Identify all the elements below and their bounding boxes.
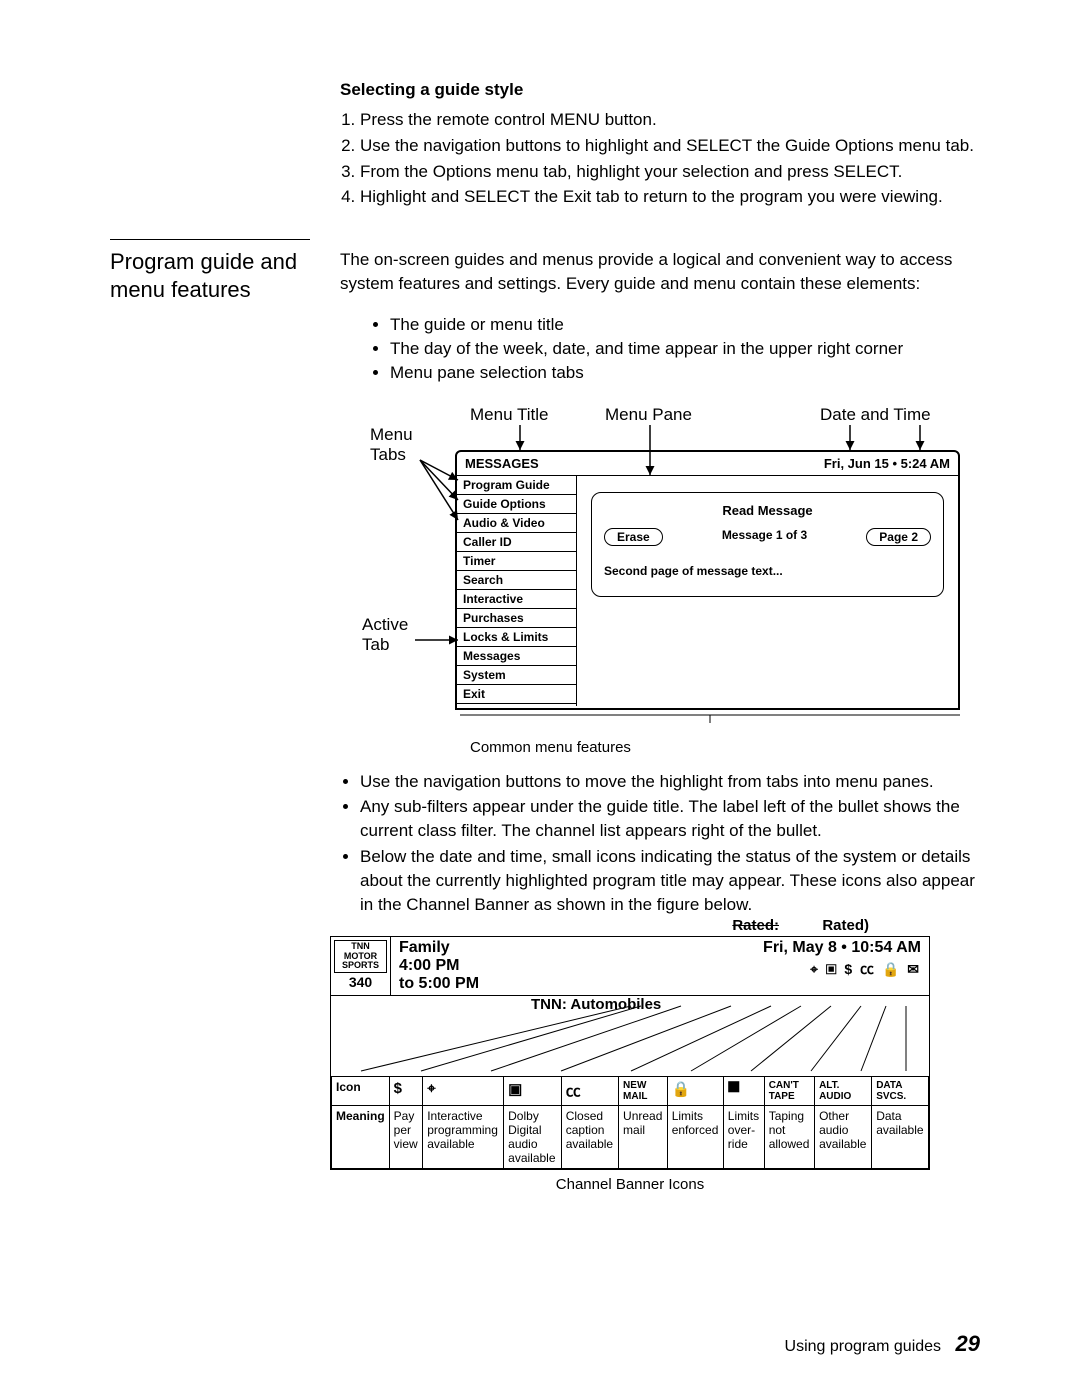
step-1: Press the remote control MENU button. [360,108,990,132]
menu-tabs-list: Program Guide Guide Options Audio & Vide… [457,476,577,706]
icon-2: ▣ [504,1077,562,1106]
b2-2: Below the date and time, small icons ind… [360,845,990,916]
banner-caption: Channel Banner Icons [330,1176,930,1193]
banner-status-icons: ⌖ ▣ $ ㏄ 🔒 ✉ [763,959,921,979]
msg-count: Message 1 of 3 [722,528,807,546]
mean-1: Interactive programming available [423,1106,504,1169]
banner-category: Family [399,939,747,957]
mean-0: Pay per view [389,1106,423,1169]
icon-0: $ [389,1077,423,1106]
tab-1: Guide Options [457,495,576,514]
diagram-caption: Common menu features [470,739,990,756]
section2-bullets: The guide or menu title The day of the w… [370,313,990,384]
tab-3: Caller ID [457,533,576,552]
bullet-0: The guide or menu title [390,313,990,337]
label-menu-pane: Menu Pane [605,405,692,425]
section2-intro: The on-screen guides and menus provide a… [340,248,990,303]
mean-2: Dolby Digital audio available [504,1106,562,1169]
icon-table: Icon $ ⌖ ▣ ㏄ NEW MAIL 🔒 ⯀ CAN'T TAPE ALT… [331,1076,929,1169]
b2-1: Any sub-filters appear under the guide t… [360,795,990,843]
tab-11: Exit [457,685,576,704]
footer-text: Using program guides [785,1338,942,1355]
banner-date: Fri, May 8 • 10:54 AM [763,939,921,957]
tab-10: System [457,666,576,685]
tab-6: Interactive [457,590,576,609]
icon-8: ALT. AUDIO [815,1077,872,1106]
label-menu-title: Menu Title [470,405,548,425]
icon-7: CAN'T TAPE [764,1077,814,1106]
label-active-tab: Active Tab [362,615,408,655]
tab-0: Program Guide [457,476,576,495]
rated-strike: Rated: [732,917,779,934]
tab-7: Purchases [457,609,576,628]
section1-title: Selecting a guide style [340,80,990,100]
icon-5: 🔒 [667,1077,723,1106]
page-number: 29 [956,1331,980,1356]
row-meaning-label: Meaning [332,1106,390,1169]
mean-8: Other audio available [815,1106,872,1169]
banner-time1: 4:00 PM [399,957,747,975]
bullets2: Use the navigation buttons to move the h… [340,770,990,917]
icon-3: ㏄ [561,1077,618,1106]
menu-header-right: Fri, Jun 15 • 5:24 AM [824,456,950,471]
section2-heading: Program guide and menu features [110,248,310,303]
bullet-2: Menu pane selection tabs [390,361,990,385]
icon-6: ⯀ [723,1077,764,1106]
mean-6: Limits over-ride [723,1106,764,1169]
menu-diagram: Menu Title Menu Pane Date and Time Menu … [350,405,970,735]
menu-header-left: MESSAGES [465,456,539,471]
tab-9: Messages [457,647,576,666]
pane-body: Second page of message text... [604,564,931,578]
page-button: Page 2 [866,528,931,546]
bullet-1: The day of the week, date, and time appe… [390,337,990,361]
rated-label: Rated) [822,917,869,934]
channel-banner-figure: TNN MOTOR SPORTS 340 Family 4:00 PM to 5… [330,936,930,1193]
row-icon-label: Icon [332,1077,390,1106]
pane-box: Read Message Erase Message 1 of 3 Page 2… [591,492,944,597]
step-3: From the Options menu tab, highlight you… [360,160,990,184]
mean-4: Unread mail [619,1106,668,1169]
step-4: Highlight and SELECT the Exit tab to ret… [360,185,990,209]
icon-9: DATA SVCS. [872,1077,929,1106]
steps-list: Press the remote control MENU button. Us… [360,108,990,209]
icon-4: NEW MAIL [619,1077,668,1106]
erase-button: Erase [604,528,663,546]
divider [110,239,310,240]
mean-5: Limits enforced [667,1106,723,1169]
label-date-time: Date and Time [820,405,931,425]
b2-0: Use the navigation buttons to move the h… [360,770,990,794]
banner-time2: to 5:00 PM [399,975,747,993]
pane-title: Read Message [604,503,931,518]
tab-5: Search [457,571,576,590]
page-footer: Using program guides 29 [785,1331,980,1357]
banner-logo: TNN MOTOR SPORTS 340 [331,937,391,995]
tab-8: Locks & Limits [457,628,576,647]
mean-7: Taping not allowed [764,1106,814,1169]
menu-screenshot: MESSAGES Fri, Jun 15 • 5:24 AM Program G… [455,450,960,710]
mean-3: Closed caption available [561,1106,618,1169]
tab-2: Audio & Video [457,514,576,533]
mean-9: Data available [872,1106,929,1169]
program-title: TNN: Automobiles [531,996,661,1013]
tab-4: Timer [457,552,576,571]
step-2: Use the navigation buttons to highlight … [360,134,990,158]
label-menu-tabs: Menu Tabs [370,425,413,465]
icon-1: ⌖ [423,1077,504,1106]
